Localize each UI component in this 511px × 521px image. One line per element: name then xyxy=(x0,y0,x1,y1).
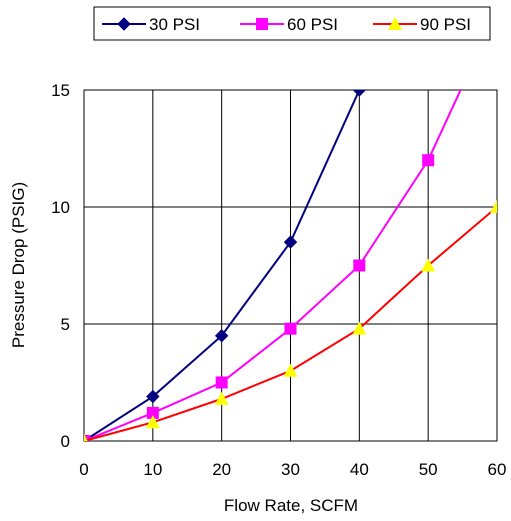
x-tick-label: 30 xyxy=(281,460,300,479)
data-point-90-psi xyxy=(214,391,229,405)
data-point-30-psi xyxy=(146,389,160,404)
axes: 0 10 20 30 40 50 60 0 5 10 15 xyxy=(51,81,506,479)
data-point-90-psi xyxy=(352,321,367,335)
data-point-90-psi xyxy=(145,415,160,429)
y-axis-title: Pressure Drop (PSIG) xyxy=(9,182,28,348)
x-axis-title: Flow Rate, SCFM xyxy=(224,496,358,515)
y-tick-label: 5 xyxy=(61,315,70,334)
y-tick-label: 0 xyxy=(61,432,70,451)
x-tick-label: 20 xyxy=(212,460,231,479)
y-tick-label: 15 xyxy=(51,81,70,100)
legend-box xyxy=(93,6,491,41)
series-90-psi xyxy=(84,200,497,441)
data-point-90-psi xyxy=(490,200,497,213)
x-tick-label: 10 xyxy=(143,460,162,479)
data-point-60-psi xyxy=(146,406,159,419)
data-point-60-psi xyxy=(422,154,435,167)
data-point-90-psi xyxy=(283,363,298,377)
legend-label-30-psi: 30 PSI xyxy=(149,15,200,34)
data-point-60-psi xyxy=(215,376,228,389)
x-tick-label: 0 xyxy=(79,460,88,479)
data-point-60-psi xyxy=(84,435,90,441)
x-tick-label: 50 xyxy=(419,460,438,479)
legend-marker-90-psi xyxy=(388,17,402,30)
legend-label-60-psi: 60 PSI xyxy=(287,15,338,34)
legend: 30 PSI 60 PSI 90 PSI xyxy=(93,6,491,41)
x-tick-label: 60 xyxy=(488,460,507,479)
y-tick-label: 10 xyxy=(51,198,70,217)
data-point-30-psi xyxy=(214,328,229,343)
data-point-60-psi xyxy=(284,322,297,335)
legend-marker-30-psi xyxy=(117,17,131,31)
plot-area xyxy=(83,89,498,442)
series-line-60-psi xyxy=(84,90,462,441)
data-point-60-psi xyxy=(353,259,366,272)
x-tick-label: 40 xyxy=(350,460,369,479)
data-point-30-psi xyxy=(352,90,367,97)
data-point-30-psi xyxy=(283,235,298,249)
plot-border xyxy=(83,89,498,442)
data-point-90-psi xyxy=(421,258,436,272)
data-point-90-psi xyxy=(84,434,88,441)
legend-marker-60-psi xyxy=(256,18,268,30)
series-60-psi xyxy=(84,90,462,441)
legend-label-90-psi: 90 PSI xyxy=(420,15,471,34)
